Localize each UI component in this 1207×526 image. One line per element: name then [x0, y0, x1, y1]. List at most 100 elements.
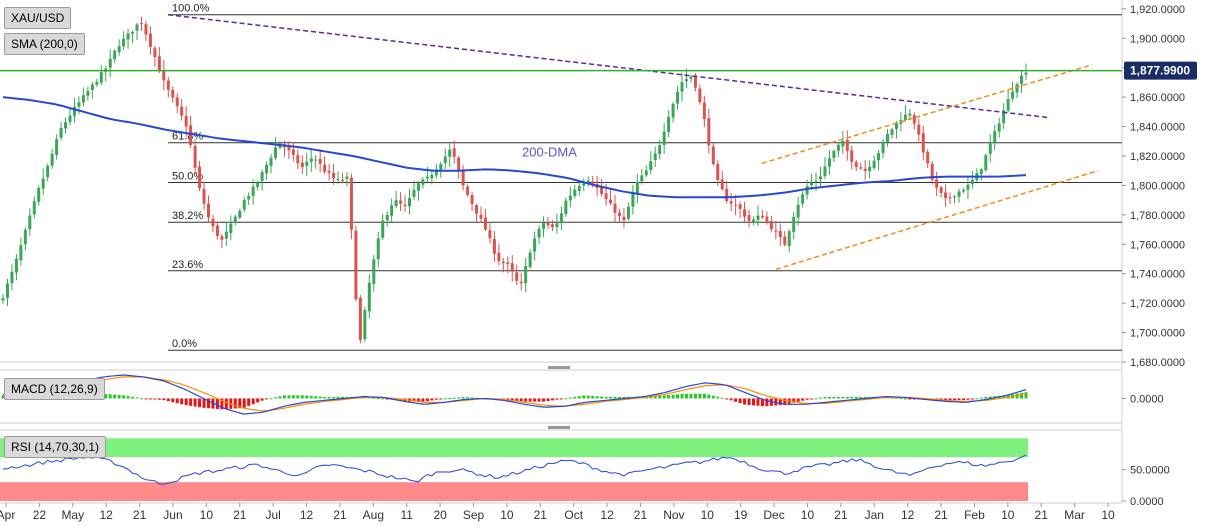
- macd-histogram-bar: [734, 398, 738, 402]
- candle-body: [14, 258, 18, 273]
- time-tick-label: May: [61, 508, 84, 522]
- candle-body: [948, 197, 952, 199]
- macd-histogram-bar: [751, 398, 755, 406]
- macd-histogram-bar: [376, 397, 380, 399]
- macd-histogram-bar: [613, 396, 617, 399]
- time-tick-label: 21: [934, 508, 948, 522]
- candle-body: [868, 166, 872, 172]
- time-tick-label: Jan: [865, 508, 884, 522]
- candle-body: [117, 46, 121, 53]
- macd-histogram-bar: [841, 396, 845, 399]
- macd-histogram-bar: [662, 395, 666, 399]
- macd-histogram-bar: [443, 398, 447, 400]
- price-tick-label: 1,720.0000: [1130, 298, 1185, 310]
- macd-histogram-bar: [372, 397, 376, 399]
- macd-histogram-bar: [617, 396, 621, 399]
- main-pane-resize-handle: [548, 366, 570, 369]
- resistance-trendline: [167, 13, 1051, 119]
- candle-body: [501, 261, 505, 264]
- macd-histogram-bar: [242, 398, 246, 408]
- time-tick-label: 12: [100, 508, 114, 522]
- time-tick-label: 21: [233, 508, 247, 522]
- candle-body: [367, 282, 371, 312]
- macd-histogram-bar: [528, 398, 532, 402]
- macd-histogram-bar: [175, 398, 179, 404]
- time-tick-label: 12: [300, 508, 314, 522]
- time-tick-label: 10: [1001, 508, 1015, 522]
- macd-histogram-bar: [702, 393, 706, 399]
- macd-histogram-bar: [546, 398, 550, 402]
- candle-body: [385, 214, 389, 221]
- candle-body: [349, 177, 353, 230]
- candle-body: [412, 189, 416, 197]
- price-tick-label: 1,840.0000: [1130, 122, 1185, 134]
- candle-body: [318, 158, 322, 164]
- candle-body: [765, 216, 769, 222]
- macd-histogram-bar: [510, 398, 514, 401]
- candle-body: [1, 297, 5, 301]
- candle-body: [810, 182, 814, 186]
- candle-body: [113, 50, 117, 60]
- macd-histogram-bar: [676, 394, 680, 399]
- macd-histogram-bar: [823, 396, 827, 399]
- macd-histogram-bar: [550, 398, 554, 401]
- candle-body: [984, 155, 988, 171]
- macd-histogram-bar: [341, 396, 345, 399]
- macd-histogram-bar: [189, 398, 193, 406]
- candle-body: [421, 179, 425, 185]
- macd-histogram-bar: [975, 398, 979, 400]
- candle-body: [716, 164, 720, 180]
- macd-histogram-bar: [131, 396, 135, 399]
- macd-histogram-bar: [166, 398, 170, 402]
- macd-histogram-bar: [421, 398, 425, 402]
- candle-body: [90, 84, 94, 90]
- candle-body: [86, 91, 90, 96]
- candle-body: [751, 219, 755, 223]
- candle-body: [416, 183, 420, 191]
- time-tick-label: Mar: [1064, 508, 1085, 522]
- candle-body: [881, 141, 885, 153]
- price-tick-label: 1,780.0000: [1130, 210, 1185, 222]
- macd-histogram-bar: [274, 397, 278, 399]
- candle-body: [19, 245, 23, 261]
- macd-histogram-bar: [122, 395, 126, 399]
- macd-histogram-bar: [738, 398, 742, 404]
- macd-histogram-bar: [783, 398, 787, 405]
- candle-body: [309, 158, 313, 162]
- candle-body: [452, 148, 456, 157]
- macd-histogram-bar: [180, 398, 184, 405]
- candle-body: [953, 196, 957, 198]
- channel-upper-line: [761, 64, 1093, 165]
- time-tick-label: 21: [834, 508, 848, 522]
- price-tick-label: 1,800.0000: [1130, 180, 1185, 192]
- candle-body: [921, 133, 925, 153]
- macd-histogram-bar: [845, 396, 849, 399]
- candle-body: [774, 230, 778, 232]
- candle-body: [537, 228, 541, 238]
- candle-body: [747, 215, 751, 221]
- macd-indicator-label[interactable]: MACD (12,26,9): [4, 378, 105, 400]
- macd-histogram-bar: [148, 398, 152, 400]
- macd-histogram-bar: [202, 398, 206, 408]
- macd-histogram-bar: [314, 396, 318, 399]
- candle-body: [510, 263, 514, 272]
- macd-histogram-bar: [332, 396, 336, 399]
- rsi-indicator-label[interactable]: RSI (14,70,30,1): [4, 436, 107, 458]
- candle-body: [363, 309, 367, 340]
- candle-body: [265, 164, 269, 174]
- sma-indicator-label[interactable]: SMA (200,0): [4, 33, 85, 55]
- candle-body: [935, 179, 939, 188]
- macd-histogram-bar: [953, 398, 957, 401]
- macd-histogram-bar: [600, 396, 604, 399]
- candle-body: [206, 203, 210, 218]
- macd-histogram-bar: [653, 396, 657, 399]
- macd-histogram-bar: [827, 396, 831, 399]
- macd-histogram-bar: [743, 398, 747, 405]
- candle-body: [224, 231, 228, 239]
- candle-body: [358, 298, 362, 340]
- instrument-label[interactable]: XAU/USD: [4, 7, 72, 29]
- macd-histogram-bar: [595, 396, 599, 399]
- candle-body: [1015, 84, 1019, 93]
- candle-body: [528, 252, 532, 267]
